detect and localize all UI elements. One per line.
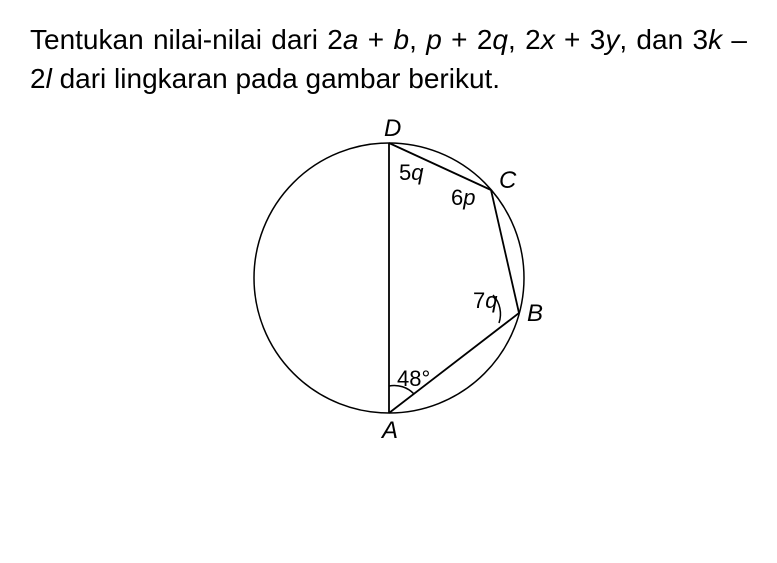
text-segment: ,: [409, 24, 426, 55]
text-segment: a: [343, 24, 359, 55]
angle-label: 7q: [473, 288, 498, 313]
text-segment: +: [358, 24, 393, 55]
text-segment: + 2: [442, 24, 493, 55]
problem-statement: Tentukan nilai-nilai dari 2a + b, p + 2q…: [30, 20, 747, 98]
text-segment: k: [708, 24, 722, 55]
text-segment: x: [541, 24, 555, 55]
text-segment: Tentukan nilai-nilai dari 2: [30, 24, 343, 55]
point-label-a: A: [380, 417, 398, 444]
point-label-d: D: [384, 115, 401, 142]
point-label-c: C: [499, 167, 517, 194]
angle-label: 6p: [451, 185, 476, 210]
text-segment: , 2: [508, 24, 541, 55]
angle-label: 5q: [399, 160, 424, 185]
circle-diagram: D C B A 5q 6p 7q 48°: [219, 108, 559, 448]
text-segment: dari lingkaran pada gambar berikut.: [52, 63, 500, 94]
text-segment: y: [605, 24, 619, 55]
angle-label: 48°: [397, 366, 430, 391]
text-segment: , dan 3: [619, 24, 708, 55]
text-segment: + 3: [555, 24, 606, 55]
text-segment: b: [394, 24, 410, 55]
text-segment: q: [492, 24, 508, 55]
point-label-b: B: [527, 300, 543, 327]
text-segment: p: [426, 24, 442, 55]
chord-line: [389, 313, 519, 413]
diagram-container: D C B A 5q 6p 7q 48°: [30, 108, 747, 448]
